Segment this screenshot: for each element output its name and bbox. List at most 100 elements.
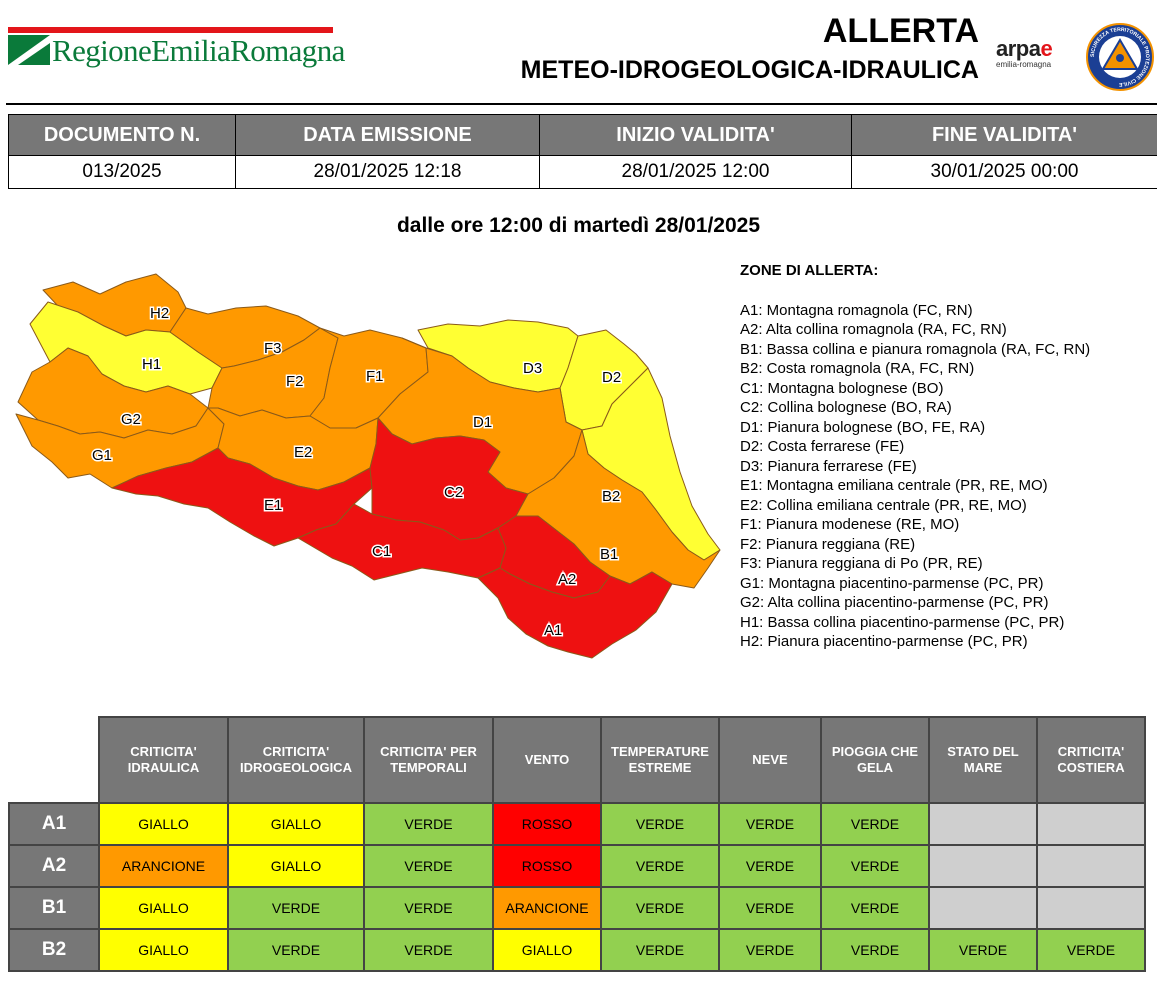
alert-column-header-line: TEMPORALI	[390, 760, 467, 775]
alert-level-cell: VERDE	[600, 844, 720, 888]
alert-level-cell: VERDE	[363, 928, 494, 972]
alert-level-cell	[1036, 886, 1146, 930]
alert-level-cell: VERDE	[718, 886, 822, 930]
arpae-logo-sub: emilia-romagna	[996, 60, 1052, 69]
alert-row-zone: A2	[8, 844, 100, 888]
alert-level-cell: ARANCIONE	[492, 886, 602, 930]
alert-level-cell: ROSSO	[492, 802, 602, 846]
alert-row-a1: A1 GIALLO GIALLO VERDE ROSSO VERDE VERDE VERDE	[8, 802, 1146, 846]
map-label-B1: B1	[600, 546, 618, 563]
alert-column-header-line: PIOGGIA CHE	[831, 744, 919, 759]
zone-legend-item: A1: Montagna romagnola (FC, RN)	[740, 301, 973, 319]
alert-column-header-line: STATO DEL	[947, 744, 1019, 759]
alert-level-cell: GIALLO	[98, 928, 229, 972]
alert-row-zone: B1	[8, 886, 100, 930]
zone-legend-item: B2: Costa romagnola (RA, FC, RN)	[740, 360, 975, 377]
zone-legend-item: D3: Pianura ferrarese (FE)	[740, 457, 917, 475]
zone-legend-item: D1: Pianura bolognese (BO, FE, RA)	[740, 418, 986, 436]
arpae-logo-word-main: arpa	[996, 36, 1041, 61]
alert-level-cell: VERDE	[820, 886, 930, 930]
alert-table-header-row: CRITICITA' IDRAULICA CRITICITA' IDROGEOLOGI…	[9, 716, 1146, 804]
alert-column-header-line: COSTIERA	[1057, 760, 1125, 775]
alert-level-cell: GIALLO	[227, 844, 365, 888]
alert-level-cell: GIALLO	[492, 928, 602, 972]
validity-end-value: 30/01/2025 00:00	[851, 155, 1157, 189]
alert-level-cell: VERDE	[600, 802, 720, 846]
validity-date-line: dalle ore 12:00 di martedì 28/01/2025	[396, 214, 761, 237]
alert-level-cell: GIALLO	[227, 802, 365, 846]
alert-column-header-line: TEMPERATURE	[611, 744, 709, 759]
alert-column-header: TEMPERATURE ESTREME	[600, 716, 720, 804]
map-label-D1: D1	[473, 414, 492, 431]
protezione-civile-logo: SICUREZZA TERRITORIALE PROTEZIONE CIVILE	[1086, 23, 1154, 91]
alert-level-cell: VERDE	[718, 844, 822, 888]
alert-level-cell: VERDE	[820, 928, 930, 972]
emission-date-header: DATA EMISSIONE	[235, 114, 540, 156]
arpae-logo-word-accent: e	[1040, 36, 1053, 61]
alert-level-cell: VERDE	[363, 844, 494, 888]
alert-column-header-line: CRITICITA'	[1057, 744, 1125, 759]
logo-red-bar	[8, 27, 333, 33]
doc-number-header: DOCUMENTO N.	[8, 114, 236, 156]
map-label-A2: A2	[558, 571, 576, 588]
document-info-header-row: DOCUMENTO N. DATA EMISSIONE INIZIO VALID…	[8, 114, 1157, 156]
zone-legend-item: H1: Bassa collina piacentino-parmense (P…	[740, 613, 1065, 631]
alert-levels-table: CRITICITA' IDRAULICA CRITICITA' IDROGEOLOGI…	[8, 716, 1146, 972]
map-label-G2: G2	[121, 411, 141, 428]
zones-legend: ZONE DI ALLERTA: A1: Montagna romagnola …	[740, 261, 1157, 652]
zones-legend-title: ZONE DI ALLERTA:	[740, 262, 879, 279]
zone-legend-item: H2: Pianura piacentino-parmense (PC, PR)	[740, 633, 1028, 650]
alert-level-cell: VERDE	[363, 802, 494, 846]
alert-column-header-line: ESTREME	[628, 760, 692, 775]
alert-level-cell: VERDE	[600, 928, 720, 972]
map-label-F1: F1	[366, 368, 384, 385]
alert-level-cell	[928, 886, 1038, 930]
alert-column-header: VENTO	[492, 716, 602, 804]
alert-column-header: CRITICITA' PER TEMPORALI	[363, 716, 494, 804]
map-zone-A1	[477, 567, 673, 659]
zone-legend-item: E1: Montagna emiliana centrale (PR, RE, …	[740, 477, 1048, 494]
map-label-C1: C1	[372, 543, 391, 560]
alert-level-cell: VERDE	[820, 844, 930, 888]
map-label-F2: F2	[286, 373, 304, 390]
alert-column-header: PIOGGIA CHE GELA	[820, 716, 930, 804]
map-label-H2: H2	[150, 305, 169, 322]
zone-legend-item: F2: Pianura reggiana (RE)	[740, 535, 916, 553]
regione-flag-icon	[8, 35, 50, 65]
alert-column-header-line: CRITICITA'	[262, 744, 330, 759]
alert-column-header-line: GELA	[856, 760, 894, 775]
alert-level-cell: ROSSO	[492, 844, 602, 888]
alert-column-header-line: CRITICITA' PER	[380, 744, 477, 759]
alert-level-cell: VERDE	[363, 886, 494, 930]
map-label-E1: E1	[264, 497, 282, 514]
page-title: ALLERTA	[822, 12, 979, 50]
alert-level-cell: VERDE	[718, 928, 822, 972]
alert-column-header-line: MARE	[963, 760, 1003, 775]
validity-start-value: 28/01/2025 12:00	[539, 155, 852, 189]
document-info-table: DOCUMENTO N. DATA EMISSIONE INIZIO VALID…	[8, 114, 1157, 189]
zone-legend-item: D2: Costa ferrarese (FE)	[740, 438, 905, 455]
regione-logo: RegioneEmiliaRomagna	[8, 27, 345, 71]
alert-column-header: CRITICITA' COSTIERA	[1036, 716, 1146, 804]
alert-level-cell: VERDE	[227, 928, 365, 972]
alert-row-b1: B1 GIALLO VERDE VERDE ARANCIONE VERDE VERDE VER…	[8, 886, 1146, 930]
alert-level-cell: GIALLO	[98, 886, 229, 930]
alert-column-header: CRITICITA' IDRAULICA	[98, 716, 229, 804]
document-info-value-row: 013/2025 28/01/2025 12:18 28/01/2025 12:…	[8, 155, 1157, 189]
alert-level-cell: VERDE	[718, 802, 822, 846]
page-subtitle: METEO-IDROGEOLOGICA-IDRAULICA	[520, 56, 979, 84]
alert-level-cell: ARANCIONE	[98, 844, 229, 888]
alert-level-cell: VERDE	[820, 802, 930, 846]
zone-legend-item: G1: Montagna piacentino-parmense (PC, PR…	[740, 574, 1044, 592]
alert-column-header-line: VENTO	[524, 752, 570, 767]
map-label-H1: H1	[142, 356, 161, 373]
alert-column-header-line: IDROGEOLOGICA	[240, 760, 352, 775]
alert-level-cell: VERDE	[1036, 928, 1146, 972]
alert-row-zone: B2	[8, 928, 100, 972]
zone-legend-item: B1: Bassa collina e pianura romagnola (R…	[740, 340, 1091, 358]
map-label-G1: G1	[92, 447, 112, 464]
regione-logo-text: RegioneEmiliaRomagna	[52, 33, 345, 68]
arpae-logo: arpae emilia-romagna	[996, 36, 1074, 80]
alert-level-cell	[1036, 802, 1146, 846]
map-label-B2: B2	[602, 488, 620, 505]
